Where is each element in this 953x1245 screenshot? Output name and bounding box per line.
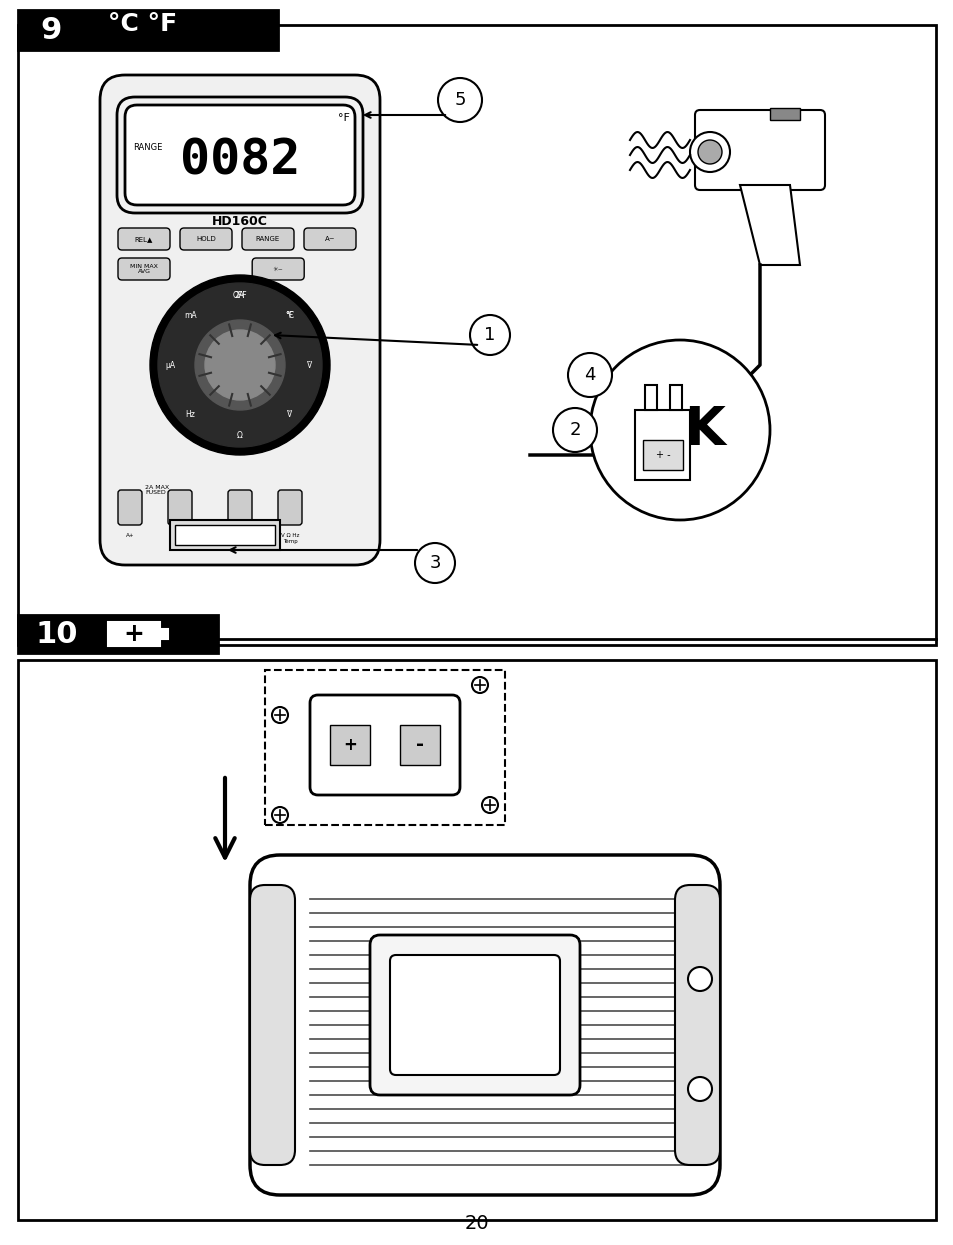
Circle shape: [687, 1077, 711, 1101]
Circle shape: [194, 320, 285, 410]
Polygon shape: [740, 186, 800, 265]
FancyBboxPatch shape: [180, 228, 232, 250]
FancyBboxPatch shape: [304, 228, 355, 250]
Text: REL▲: REL▲: [134, 237, 153, 242]
Text: V̄: V̄: [307, 361, 313, 370]
FancyBboxPatch shape: [250, 855, 720, 1195]
Circle shape: [437, 78, 481, 122]
Text: RANGE: RANGE: [132, 142, 162, 152]
Text: °F: °F: [337, 113, 350, 123]
Text: 3: 3: [429, 554, 440, 571]
FancyBboxPatch shape: [118, 228, 170, 250]
Text: +: +: [124, 622, 144, 646]
Circle shape: [689, 132, 729, 172]
Circle shape: [470, 315, 510, 355]
Text: 10: 10: [36, 620, 78, 649]
Text: +: +: [343, 736, 356, 754]
Text: RANGE: RANGE: [255, 237, 280, 242]
FancyBboxPatch shape: [390, 955, 559, 1074]
Bar: [18, 660, 935, 1220]
Bar: [769, 108, 800, 120]
Text: 0082: 0082: [179, 136, 300, 184]
FancyBboxPatch shape: [118, 491, 142, 525]
Bar: [18, 615, 218, 652]
FancyBboxPatch shape: [242, 228, 294, 250]
Text: 5: 5: [454, 91, 465, 110]
Bar: [330, 725, 370, 764]
FancyBboxPatch shape: [118, 258, 170, 280]
Text: 1: 1: [484, 326, 496, 344]
Text: Ṽ: Ṽ: [287, 410, 292, 420]
Bar: [642, 439, 682, 471]
Circle shape: [205, 330, 274, 400]
Bar: [160, 629, 168, 639]
Text: HOLD: HOLD: [196, 237, 215, 242]
FancyBboxPatch shape: [100, 75, 379, 565]
Text: 2A MAX
FUSED: 2A MAX FUSED: [145, 484, 169, 496]
Circle shape: [415, 543, 455, 583]
Circle shape: [687, 967, 711, 991]
Text: Hz: Hz: [186, 410, 195, 420]
Circle shape: [272, 807, 288, 823]
Bar: [18, 10, 277, 50]
Text: -: -: [416, 736, 423, 754]
Bar: [399, 725, 439, 764]
Text: OFF: OFF: [233, 290, 247, 300]
Text: V Ω Hz
Temp: V Ω Hz Temp: [280, 533, 299, 544]
Text: 20: 20: [464, 1214, 489, 1233]
Text: 9: 9: [40, 15, 61, 45]
Text: 2: 2: [569, 421, 580, 439]
FancyBboxPatch shape: [252, 258, 304, 280]
Text: Ω: Ω: [236, 431, 243, 439]
Bar: [644, 385, 657, 410]
Text: K: K: [684, 403, 724, 456]
Text: A~: A~: [324, 237, 335, 242]
Bar: [174, 525, 274, 545]
Text: 4: 4: [583, 366, 595, 383]
FancyBboxPatch shape: [228, 491, 252, 525]
Circle shape: [150, 275, 330, 454]
Text: + -: + -: [655, 449, 670, 459]
Circle shape: [589, 340, 769, 520]
FancyBboxPatch shape: [310, 695, 459, 796]
Bar: [669, 385, 681, 410]
Circle shape: [272, 707, 288, 723]
FancyBboxPatch shape: [277, 491, 302, 525]
Text: μA: μA: [165, 361, 175, 370]
Text: °C °F: °C °F: [108, 12, 177, 36]
Circle shape: [553, 408, 597, 452]
Text: ☼~: ☼~: [273, 266, 283, 271]
Text: ▲
Ω△: ▲ Ω△: [175, 533, 184, 544]
Circle shape: [567, 354, 612, 397]
Text: mA: mA: [184, 311, 196, 320]
Text: 2A: 2A: [234, 290, 245, 300]
Circle shape: [472, 677, 488, 693]
Text: MIN MAX
AVG: MIN MAX AVG: [130, 264, 158, 274]
FancyBboxPatch shape: [125, 105, 355, 205]
Bar: [265, 670, 504, 825]
Bar: [18, 25, 935, 645]
FancyBboxPatch shape: [250, 885, 294, 1165]
Text: A+: A+: [126, 533, 134, 538]
Text: COM: COM: [233, 533, 246, 538]
FancyBboxPatch shape: [370, 935, 579, 1096]
Bar: [108, 622, 160, 646]
Text: °C: °C: [285, 311, 294, 320]
Circle shape: [158, 283, 322, 447]
Text: HD160C: HD160C: [212, 215, 268, 228]
Circle shape: [481, 797, 497, 813]
Text: °F: °F: [285, 311, 294, 320]
FancyBboxPatch shape: [675, 885, 720, 1165]
Bar: [635, 410, 689, 481]
FancyBboxPatch shape: [168, 491, 192, 525]
FancyBboxPatch shape: [695, 110, 824, 190]
Bar: [170, 520, 280, 550]
Circle shape: [698, 139, 721, 164]
